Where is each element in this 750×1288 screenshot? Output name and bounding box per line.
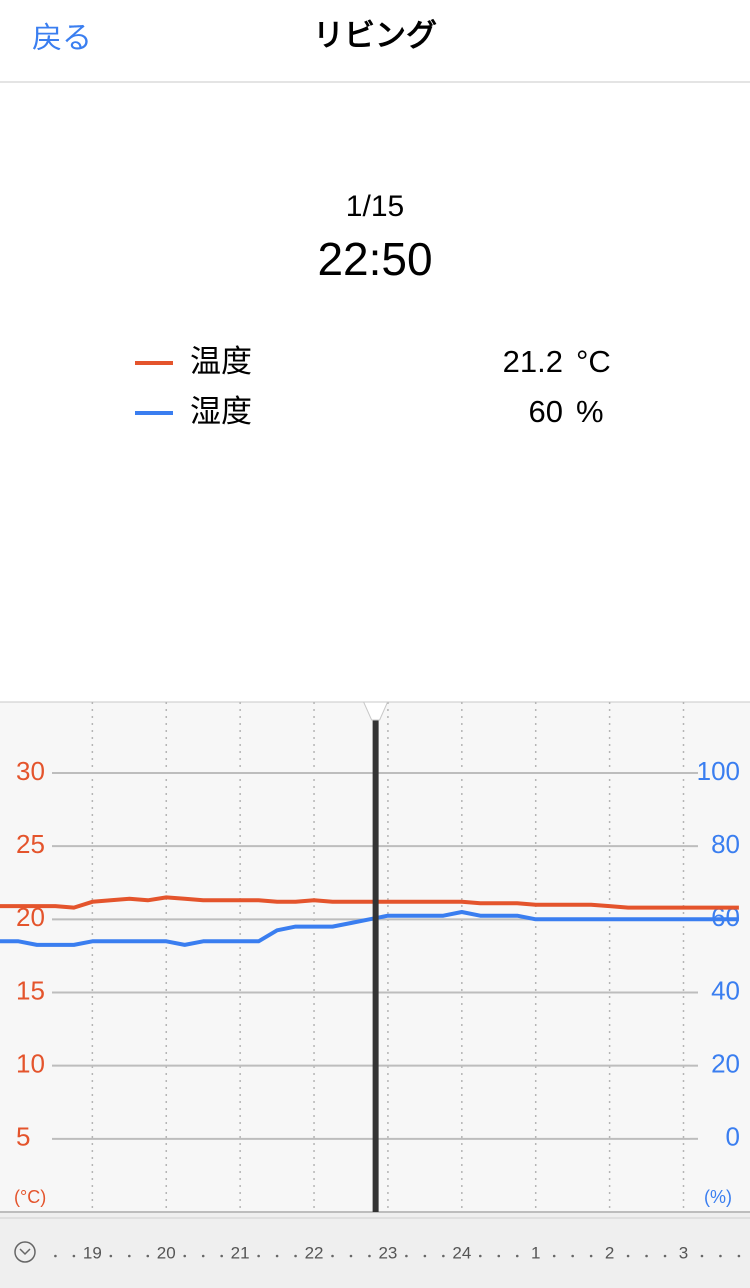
x-tick-label: 24 — [452, 1243, 471, 1262]
nav-title: リビング — [313, 18, 437, 53]
time-dot — [497, 1254, 501, 1258]
time-dot — [423, 1254, 427, 1258]
series-line — [0, 895, 739, 910]
time-dot — [368, 1254, 371, 1258]
x-tick-label: 19 — [83, 1243, 102, 1262]
cursor-notch — [362, 701, 389, 721]
y-tick-label: 30 — [16, 756, 45, 786]
y2-tick-label: 0 — [726, 1122, 740, 1152]
x-tick-label: 21 — [231, 1243, 250, 1262]
time-dot — [700, 1254, 704, 1258]
time-dot — [294, 1254, 297, 1258]
y-tick-label: 5 — [16, 1122, 30, 1152]
time-dot — [645, 1254, 648, 1258]
time-dot — [552, 1254, 556, 1258]
time-dot — [183, 1254, 187, 1258]
readout-date: 1/15 — [346, 190, 404, 223]
y2-tick-label: 80 — [711, 829, 740, 859]
time-dot — [331, 1254, 334, 1258]
time-dot — [737, 1254, 741, 1258]
time-dot — [128, 1254, 131, 1258]
readout-time: 22:50 — [317, 233, 432, 285]
x-tick-label: 3 — [679, 1243, 688, 1262]
y-axis-unit: (°C) — [14, 1187, 46, 1207]
time-dot — [663, 1254, 667, 1258]
time-dot — [54, 1254, 57, 1258]
readout-value: 60 — [529, 394, 563, 429]
time-dot — [405, 1254, 408, 1258]
y2-axis-unit: (%) — [704, 1187, 732, 1207]
series-line — [0, 910, 739, 947]
time-dot — [220, 1254, 223, 1258]
back-button[interactable]: 戻る — [32, 22, 92, 55]
time-dot — [515, 1254, 519, 1258]
y2-tick-label: 100 — [697, 756, 740, 786]
time-dot — [571, 1254, 574, 1258]
time-dot — [257, 1254, 260, 1258]
time-dot — [275, 1254, 279, 1258]
x-tick-label: 23 — [378, 1243, 397, 1262]
y2-tick-label: 40 — [711, 975, 740, 1005]
x-tick-label: 1 — [531, 1243, 540, 1262]
time-dot — [442, 1254, 445, 1258]
x-tick-label: 20 — [157, 1243, 176, 1262]
readout-value: 21.2 — [503, 344, 563, 379]
time-dot — [146, 1254, 150, 1258]
readout-unit: % — [576, 394, 604, 429]
readout-unit: °C — [576, 344, 611, 379]
legend-label: 温度 — [190, 344, 252, 379]
time-dot — [109, 1254, 113, 1258]
x-tick-label: 22 — [305, 1243, 324, 1262]
nav-bar — [0, 0, 750, 82]
time-dot — [201, 1254, 205, 1258]
time-dot — [72, 1254, 76, 1258]
clock-icon — [14, 1241, 36, 1263]
x-tick-label: 2 — [605, 1243, 614, 1262]
y-tick-label: 10 — [16, 1049, 45, 1079]
time-dot — [478, 1254, 482, 1258]
legend-label: 湿度 — [190, 394, 252, 429]
y-tick-label: 15 — [16, 975, 45, 1005]
time-dot — [349, 1254, 353, 1258]
time-bar — [0, 1212, 750, 1288]
y2-tick-label: 20 — [711, 1049, 740, 1079]
time-dot — [626, 1254, 630, 1258]
time-dot — [719, 1254, 722, 1258]
y-tick-label: 25 — [16, 829, 45, 859]
time-dot — [589, 1254, 593, 1258]
